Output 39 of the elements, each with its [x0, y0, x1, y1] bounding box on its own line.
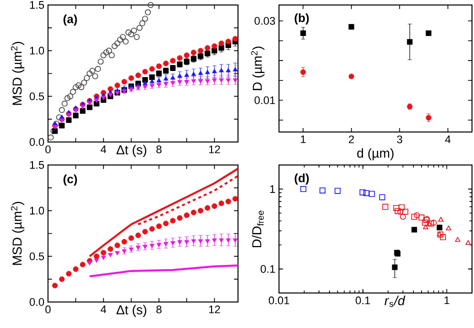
annotation: (b) [294, 13, 309, 25]
x-tick-label: 0.1 [356, 296, 370, 304]
x-tick-label: 12 [209, 146, 220, 154]
y-axis-title: MSD (µm$^{2}$) [10, 42, 24, 105]
y-tick-label: 1 [270, 185, 275, 193]
x-tick-label: 8 [156, 306, 162, 314]
y-tick-label: 0.0 [30, 298, 44, 306]
x-axis-title: r$_{s}$/d [384, 296, 406, 307]
x-tick-label: 0 [45, 306, 51, 314]
y-axis-title: D/D$_{free}$ [252, 210, 264, 248]
y-axis-title: D (µm$^{2}$) [251, 46, 264, 90]
y-tick-label: 0.5 [30, 252, 44, 260]
annotation: (c) [64, 174, 77, 186]
x-tick-label: 0 [45, 146, 51, 154]
x-tick-label: 3 [397, 136, 402, 144]
x-tick-label: 4 [100, 306, 106, 314]
x-tick-label: 1 [300, 136, 306, 144]
x-tick-label: 1 [444, 296, 450, 304]
y-tick-label: 1.5 [30, 161, 44, 169]
x-tick-label: 8 [156, 146, 162, 154]
x-tick-label: 4 [445, 136, 451, 144]
x-tick-label: 2 [348, 136, 354, 144]
y-tick-label: 0.1 [260, 265, 275, 273]
y-tick-label: 0.03 [254, 17, 275, 25]
y-tick-label: 0.0 [30, 138, 44, 146]
y-tick-label: 1.0 [30, 46, 44, 55]
annotation: (d) [294, 174, 309, 185]
x-axis-title: Δt (s) [116, 144, 146, 157]
y-tick-label: 0.5 [30, 92, 44, 100]
annotation: (a) [64, 14, 77, 26]
x-axis-title: Δt (s) [116, 304, 146, 317]
y-tick-label: 1.0 [30, 206, 44, 215]
x-tick-label: 12 [209, 306, 220, 314]
x-axis-title: d (µm) [357, 148, 394, 160]
y-tick-label: 0.01 [254, 96, 275, 104]
y-axis-title: MSD (µm$^{2}$) [10, 202, 24, 265]
x-tick-label: 0.01 [268, 296, 290, 304]
y-tick-label: 1.5 [30, 1, 44, 9]
x-tick-label: 4 [100, 146, 106, 154]
